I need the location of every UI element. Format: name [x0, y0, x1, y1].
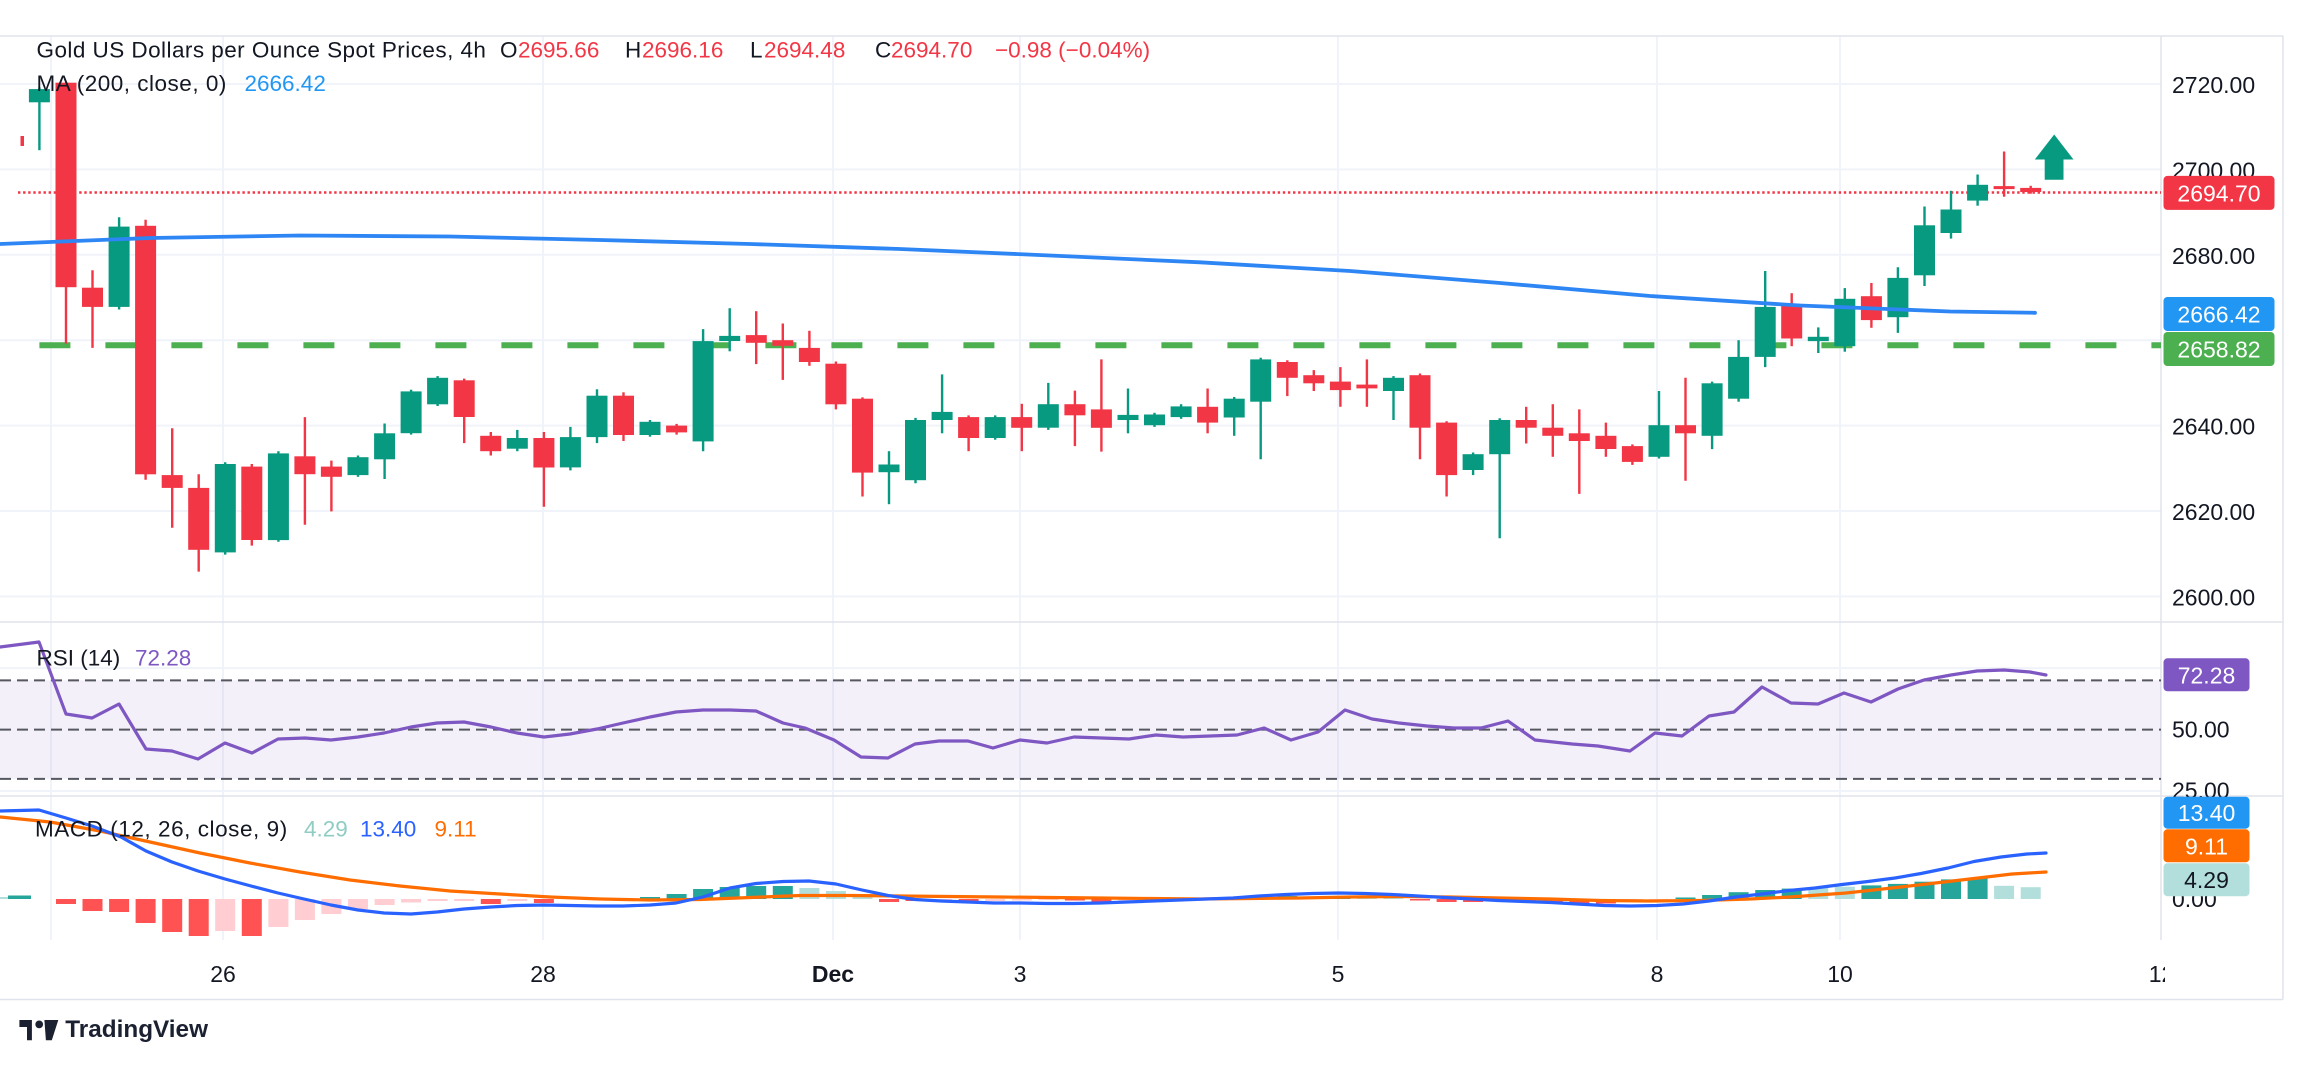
svg-text:MA (200, close, 0): MA (200, close, 0)	[37, 71, 227, 96]
svg-text:2696.16: 2696.16	[642, 38, 723, 63]
svg-text:8: 8	[1651, 961, 1664, 987]
svg-text:H: H	[625, 38, 641, 63]
svg-text:2666.42: 2666.42	[2177, 302, 2260, 328]
svg-text:50.00: 50.00	[2172, 717, 2230, 743]
svg-text:C: C	[875, 38, 891, 63]
svg-text:2620.00: 2620.00	[2172, 499, 2255, 525]
svg-text:72.28: 72.28	[135, 646, 191, 671]
svg-text:2666.42: 2666.42	[245, 71, 326, 96]
svg-text:2640.00: 2640.00	[2172, 414, 2255, 440]
svg-text:−0.98 (−0.04%): −0.98 (−0.04%)	[995, 38, 1150, 63]
svg-text:9.11: 9.11	[2185, 833, 2228, 859]
svg-text:4.29: 4.29	[304, 817, 348, 842]
svg-text:10: 10	[1827, 961, 1853, 987]
svg-text:MACD (12, 26, close, 9): MACD (12, 26, close, 9)	[35, 817, 288, 842]
svg-text:Dec: Dec	[812, 961, 854, 987]
svg-text:L: L	[750, 38, 763, 63]
svg-text:2694.48: 2694.48	[764, 38, 845, 63]
svg-text:2695.66: 2695.66	[518, 38, 599, 63]
svg-text:5: 5	[1332, 961, 1345, 987]
svg-text:2694.70: 2694.70	[2177, 180, 2260, 206]
svg-text:13.40: 13.40	[2178, 800, 2236, 826]
svg-text:4.29: 4.29	[2184, 867, 2229, 893]
svg-text:3: 3	[1014, 961, 1027, 987]
svg-text:2680.00: 2680.00	[2172, 243, 2255, 269]
svg-text:9.11: 9.11	[435, 817, 477, 842]
svg-text:2694.70: 2694.70	[891, 38, 972, 63]
svg-text:O: O	[500, 38, 518, 63]
svg-text:2600.00: 2600.00	[2172, 584, 2255, 610]
svg-text:RSI (14): RSI (14)	[37, 646, 121, 671]
svg-text:72.28: 72.28	[2178, 662, 2236, 688]
svg-text:Gold US Dollars per Ounce Spot: Gold US Dollars per Ounce Spot Prices, 4…	[37, 38, 487, 63]
svg-text:2658.82: 2658.82	[2177, 337, 2260, 363]
svg-text:28: 28	[530, 961, 556, 987]
svg-text:26: 26	[210, 961, 236, 987]
svg-text:2720.00: 2720.00	[2172, 72, 2255, 98]
svg-text:13.40: 13.40	[360, 817, 416, 842]
svg-text:TradingView: TradingView	[65, 1016, 208, 1043]
